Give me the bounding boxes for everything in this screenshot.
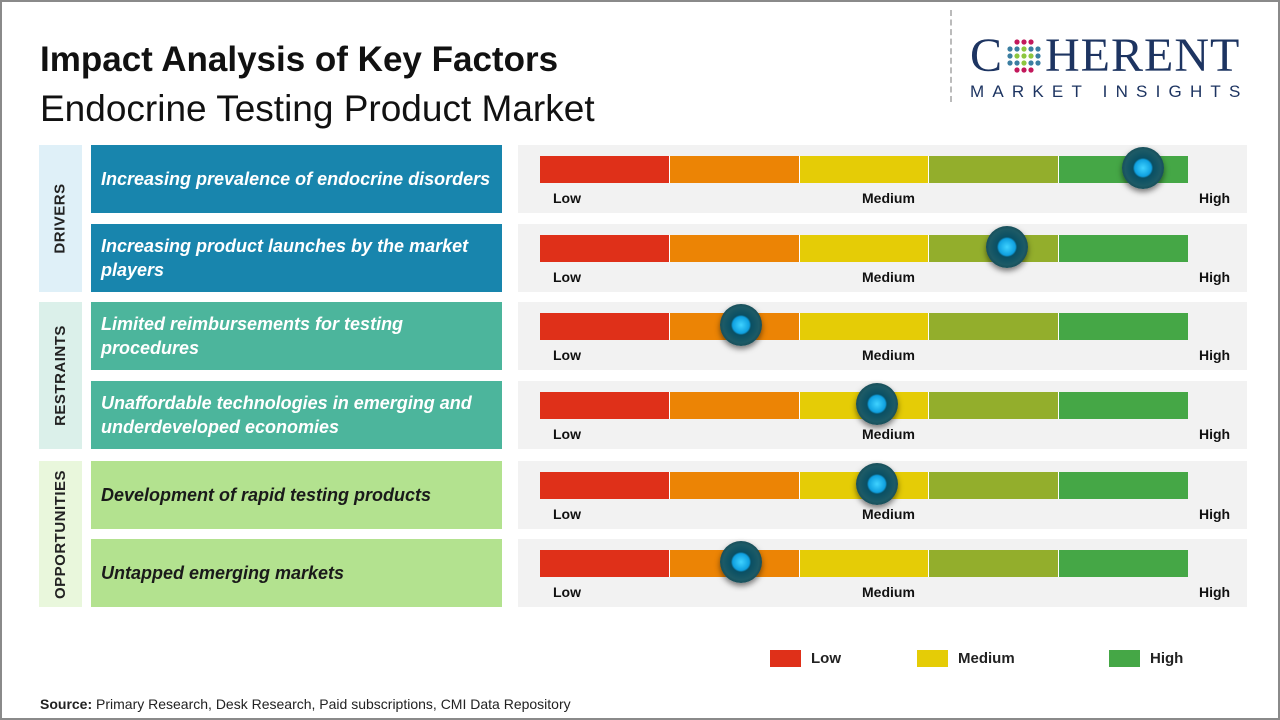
scale-low-label: Low (553, 269, 581, 285)
legend-label: High (1150, 650, 1184, 667)
globe-icon (1007, 39, 1041, 73)
scale-high-label: High (1199, 269, 1231, 285)
legend-item: High (1109, 650, 1183, 667)
factor-label: Increasing prevalence of endocrine disor… (91, 145, 502, 213)
scale-segment (799, 313, 930, 340)
impact-marker (855, 383, 898, 425)
impact-gauge: Low Medium High (518, 145, 1247, 213)
logo-subtext: MARKET INSIGHTS (970, 82, 1249, 101)
scale-high-label: High (1199, 347, 1231, 363)
scale-segment (799, 550, 930, 577)
scale-low-label: Low (553, 506, 581, 522)
logo-letter: C (970, 29, 1004, 82)
source-label: Source: (40, 696, 93, 712)
category-label: RESTRAINTS (52, 325, 69, 426)
factor-label: Unaffordable technologies in emerging an… (91, 381, 502, 449)
impact-bar (540, 235, 1188, 262)
impact-gauge: Low Medium High (518, 539, 1247, 607)
page-title: Impact Analysis of Key Factors (40, 40, 559, 79)
logo: C HERENT MARKET INSIGHTS (970, 32, 1262, 102)
impact-bar (540, 313, 1188, 340)
scale-segment (929, 392, 1060, 419)
impact-marker (719, 541, 762, 583)
scale-low-label: Low (553, 190, 581, 206)
divider (950, 10, 952, 102)
category-restraints: RESTRAINTS (39, 302, 82, 449)
scale-segment (1059, 472, 1188, 499)
impact-bar (540, 472, 1188, 499)
legend-swatch (917, 650, 948, 667)
scale-high-label: High (1199, 190, 1231, 206)
category-label: DRIVERS (52, 183, 69, 254)
impact-bar (540, 550, 1188, 577)
impact-bar (540, 156, 1188, 183)
scale-segment (669, 156, 800, 183)
scale-medium-label: Medium (862, 190, 915, 206)
page-subtitle: Endocrine Testing Product Market (40, 88, 595, 129)
scale-segment (1059, 550, 1188, 577)
scale-segment (669, 392, 800, 419)
scale-medium-label: Medium (862, 269, 915, 285)
impact-gauge: Low Medium High (518, 381, 1247, 449)
category-opportunities: OPPORTUNITIES (39, 461, 82, 607)
scale-segment (799, 235, 930, 262)
scale-low-label: Low (553, 347, 581, 363)
impact-marker (1121, 147, 1164, 189)
impact-marker (985, 226, 1028, 268)
logo-text: HERENT (1045, 29, 1241, 82)
scale-low-label: Low (553, 426, 581, 442)
impact-gauge: Low Medium High (518, 224, 1247, 292)
category-label: OPPORTUNITIES (52, 469, 70, 599)
legend-label: Low (811, 650, 841, 667)
factor-label: Development of rapid testing products (91, 461, 502, 529)
scale-segment (540, 235, 670, 262)
scale-segment (1059, 392, 1188, 419)
scale-segment (540, 550, 670, 577)
scale-segment (929, 313, 1060, 340)
scale-high-label: High (1199, 426, 1231, 442)
scale-segment (929, 550, 1060, 577)
scale-high-label: High (1199, 584, 1231, 600)
scale-segment (540, 156, 670, 183)
impact-gauge: Low Medium High (518, 302, 1247, 370)
factor-label: Untapped emerging markets (91, 539, 502, 607)
source-text: Primary Research, Desk Research, Paid su… (92, 696, 571, 712)
legend-swatch (1109, 650, 1140, 667)
scale-segment (1059, 235, 1188, 262)
factor-label: Limited reimbursements for testing proce… (91, 302, 502, 370)
impact-gauge: Low Medium High (518, 461, 1247, 529)
scale-segment (929, 156, 1060, 183)
scale-medium-label: Medium (862, 584, 915, 600)
scale-segment (929, 472, 1060, 499)
scale-medium-label: Medium (862, 506, 915, 522)
legend-label: Medium (958, 650, 1015, 667)
scale-medium-label: Medium (862, 426, 915, 442)
scale-medium-label: Medium (862, 347, 915, 363)
scale-high-label: High (1199, 506, 1231, 522)
scale-segment (540, 472, 670, 499)
legend-item: Low (770, 650, 841, 667)
factor-label: Increasing product launches by the marke… (91, 224, 502, 292)
scale-segment (540, 392, 670, 419)
scale-low-label: Low (553, 584, 581, 600)
impact-marker (719, 304, 762, 346)
scale-segment (1059, 313, 1188, 340)
legend-swatch (770, 650, 801, 667)
source-note: Source: Primary Research, Desk Research,… (40, 696, 571, 712)
category-drivers: DRIVERS (39, 145, 82, 292)
impact-marker (855, 463, 898, 505)
scale-segment (669, 235, 800, 262)
scale-segment (540, 313, 670, 340)
scale-segment (669, 472, 800, 499)
legend-item: Medium (917, 650, 1015, 667)
scale-segment (799, 156, 930, 183)
